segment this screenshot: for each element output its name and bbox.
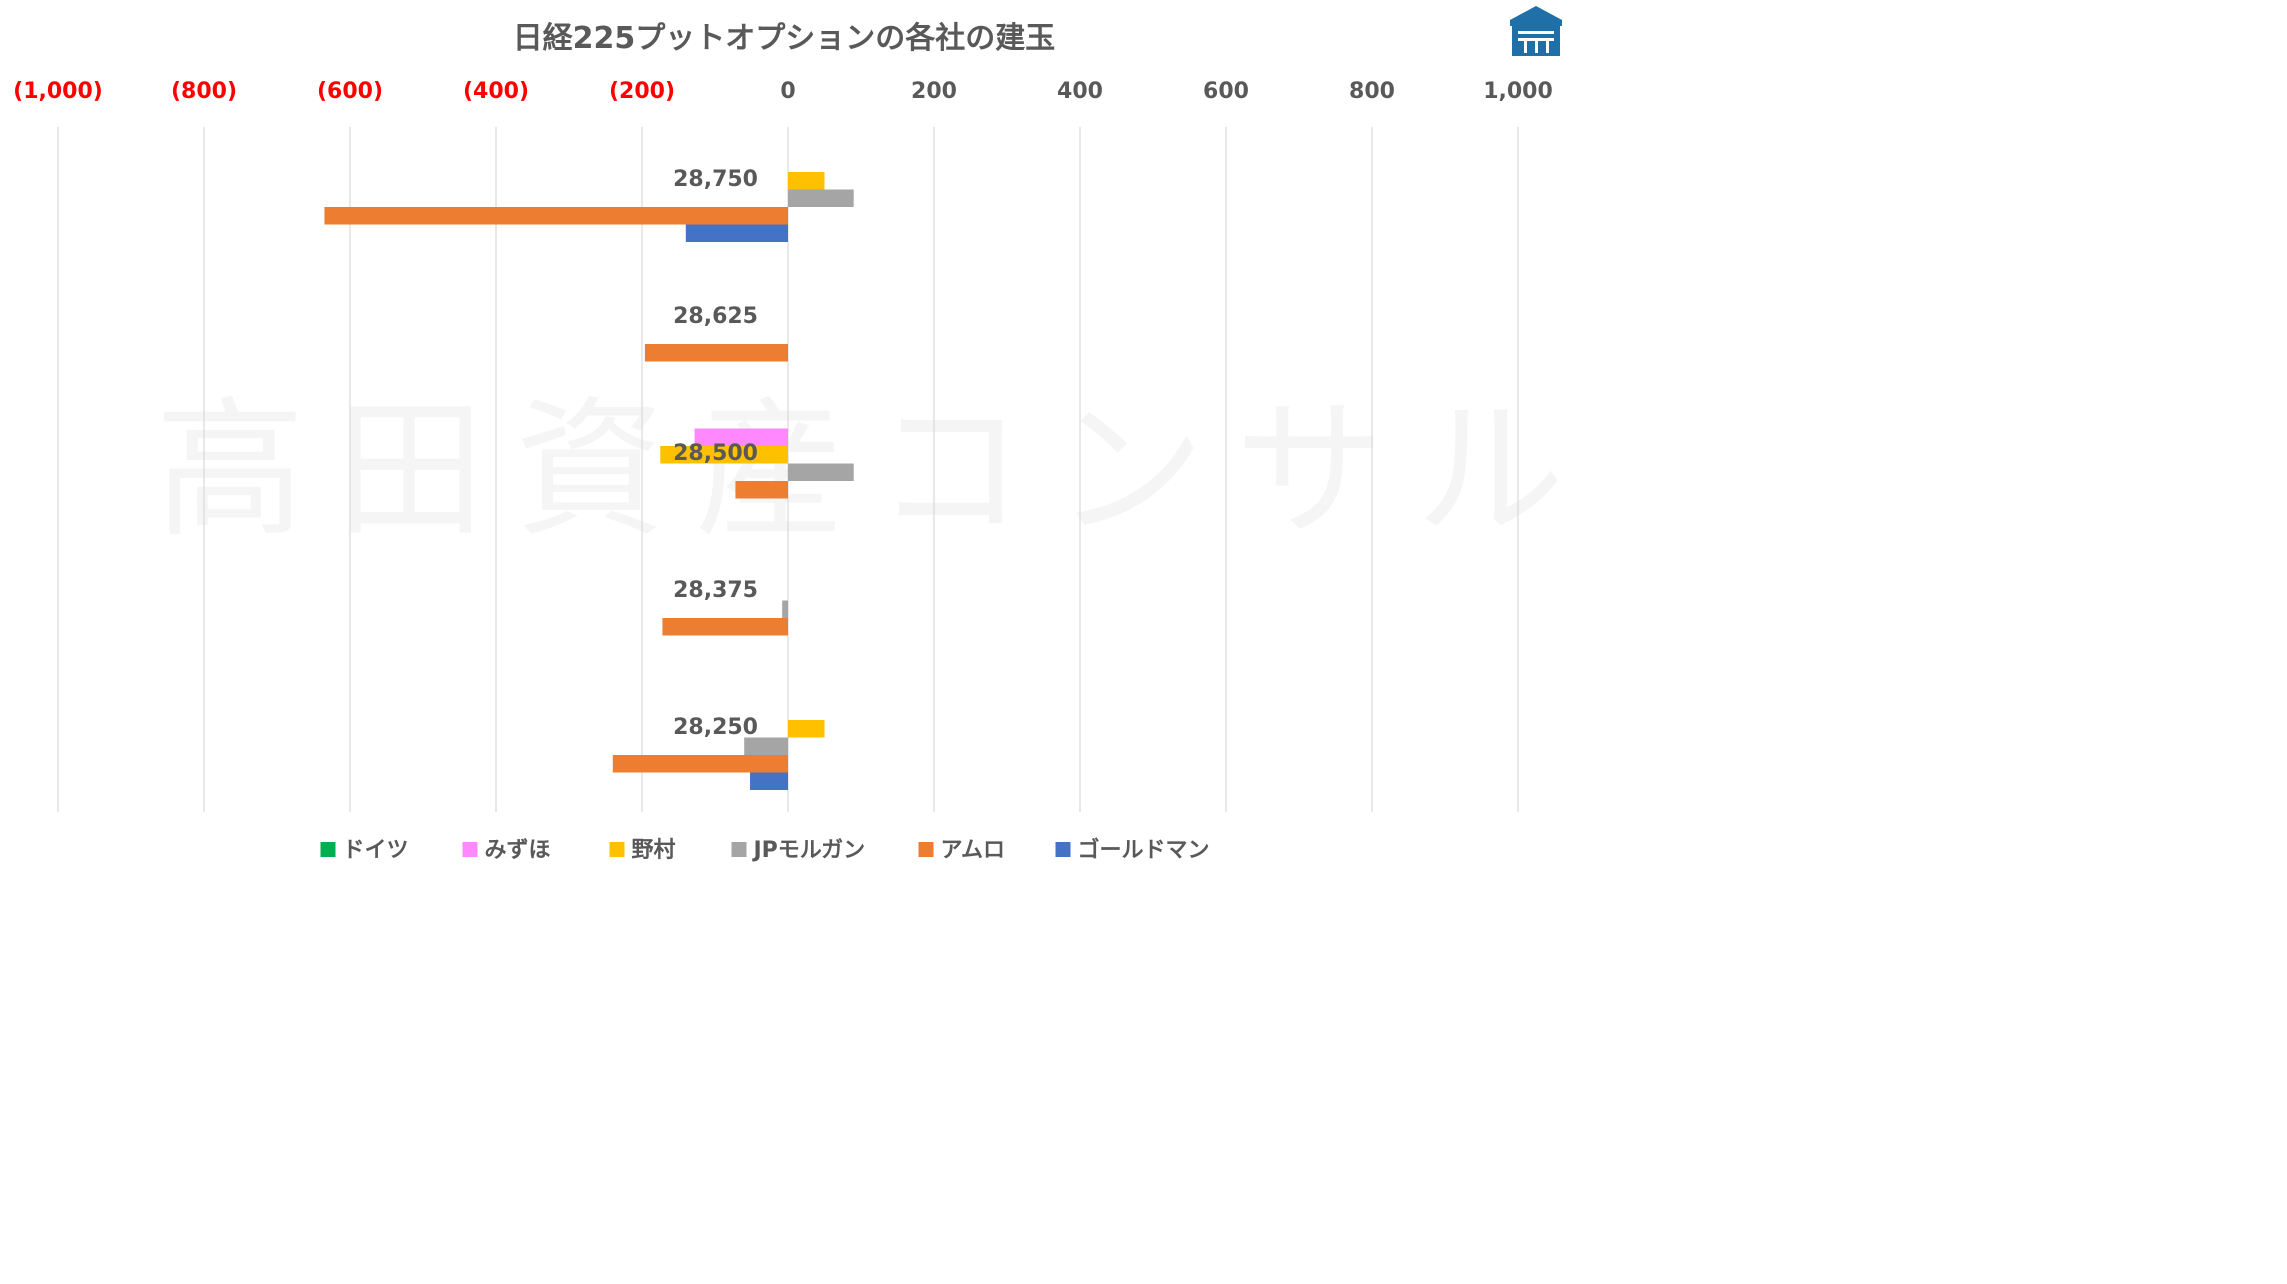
category-label: 28,250 bbox=[673, 715, 758, 740]
x-tick-label: (1,000) bbox=[13, 79, 103, 104]
x-tick-label: 400 bbox=[1057, 79, 1103, 104]
gridlines bbox=[57, 127, 1519, 812]
x-tick-label: 600 bbox=[1203, 79, 1249, 104]
chart: 高田資産コンサル 日経225プットオプションの各社の建玉 (1,000) (800… bbox=[13, 6, 1568, 863]
x-axis-ticks: (1,000) (800) (600) (400) (200) 0 200 400 600 800… bbox=[13, 79, 1553, 104]
x-tick-label: 1,000 bbox=[1483, 79, 1553, 104]
bar bbox=[744, 737, 788, 755]
legend-label: みずほ bbox=[485, 838, 551, 863]
bar bbox=[694, 428, 788, 446]
bar bbox=[788, 189, 854, 207]
bar bbox=[644, 344, 788, 362]
legend-label: 野村 bbox=[632, 838, 676, 863]
bar bbox=[612, 755, 788, 773]
legend-swatch bbox=[918, 842, 934, 857]
category-label: 28,500 bbox=[673, 441, 758, 466]
bar bbox=[788, 463, 854, 481]
category-label: 28,750 bbox=[673, 167, 758, 192]
watermark: 高田資産コンサル bbox=[155, 384, 1568, 558]
legend-label: ゴールドマン bbox=[1078, 837, 1210, 863]
x-tick-label: (600) bbox=[317, 79, 383, 104]
bar bbox=[788, 720, 825, 738]
legend-swatch bbox=[320, 842, 336, 857]
category-label: 28,625 bbox=[673, 304, 758, 329]
legend-label: JPモルガン bbox=[752, 838, 866, 863]
bars bbox=[324, 172, 854, 790]
bar bbox=[660, 446, 788, 464]
bar bbox=[685, 224, 788, 242]
x-tick-label: 800 bbox=[1349, 79, 1395, 104]
category-labels: 28,750 28,625 28,500 28,375 28,250 bbox=[673, 167, 758, 740]
legend-swatch bbox=[609, 842, 625, 857]
legend-swatch bbox=[462, 842, 478, 857]
takada-logo-icon bbox=[1510, 6, 1562, 56]
legend-label: アムロ bbox=[941, 838, 1005, 863]
bar bbox=[324, 207, 788, 225]
legend-swatch bbox=[731, 842, 747, 857]
chart-title: 日経225プットオプションの各社の建玉 bbox=[513, 21, 1056, 56]
x-tick-label: 0 bbox=[780, 79, 795, 104]
bar bbox=[735, 481, 788, 499]
bar bbox=[782, 600, 788, 618]
legend-swatch bbox=[1055, 842, 1071, 857]
x-tick-label: (200) bbox=[609, 79, 675, 104]
bar bbox=[788, 172, 825, 190]
legend: ドイツ みずほ 野村 JPモルガン アムロ ゴールドマン bbox=[320, 837, 1210, 863]
bar bbox=[750, 772, 788, 790]
legend-label: ドイツ bbox=[343, 838, 409, 863]
category-label: 28,375 bbox=[673, 578, 758, 603]
x-tick-label: 200 bbox=[911, 79, 957, 104]
x-tick-label: (400) bbox=[463, 79, 529, 104]
x-tick-label: (800) bbox=[171, 79, 237, 104]
bar bbox=[662, 618, 788, 636]
